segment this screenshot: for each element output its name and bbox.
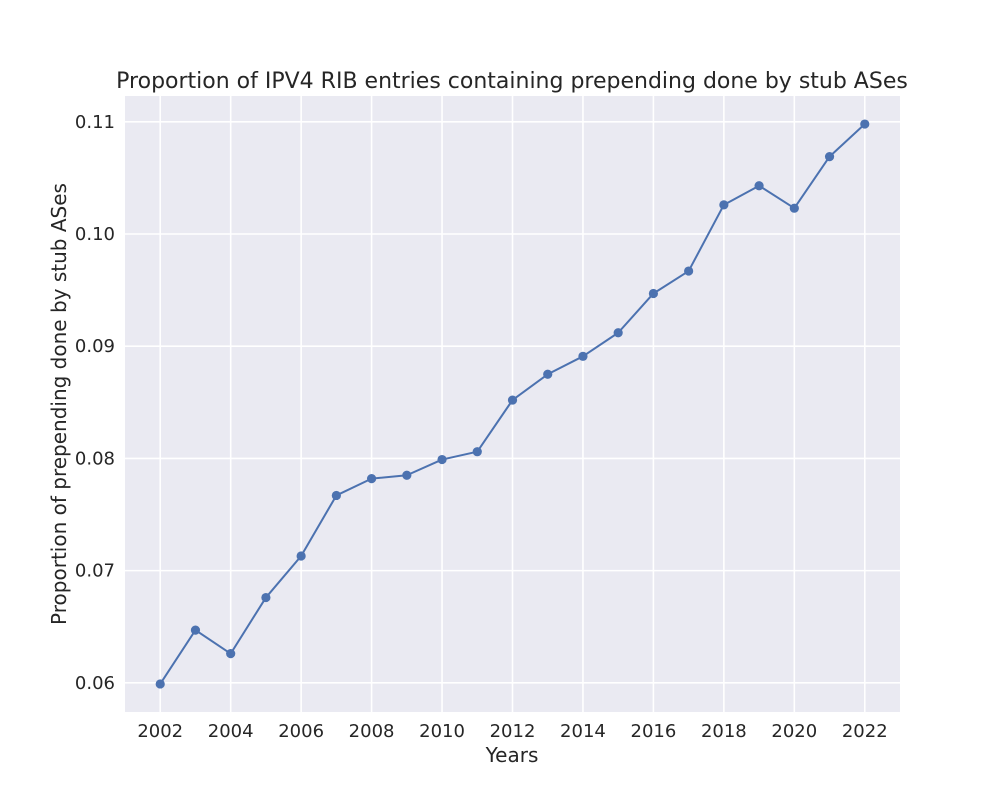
y-tick-label: 0.08 bbox=[75, 448, 115, 469]
data-point bbox=[824, 151, 835, 162]
x-axis-ticks: 2002 2004 2006 2008 2010 2012 2014 2016 2018 2020… bbox=[137, 721, 887, 742]
x-axis-label: Years bbox=[485, 743, 539, 767]
x-tick-label: 2016 bbox=[631, 721, 677, 742]
x-tick-label: 2006 bbox=[278, 721, 324, 742]
data-point bbox=[754, 181, 764, 191]
y-tick-label: 0.09 bbox=[75, 336, 115, 357]
x-tick-label: 2014 bbox=[560, 721, 606, 742]
data-point bbox=[366, 474, 377, 484]
x-tick-label: 2004 bbox=[208, 721, 254, 742]
x-tick-label: 2010 bbox=[419, 721, 465, 742]
data-point bbox=[402, 470, 412, 480]
y-tick-label: 0.06 bbox=[75, 673, 115, 694]
data-point bbox=[719, 200, 729, 210]
y-tick-label: 0.07 bbox=[75, 561, 115, 582]
data-point bbox=[190, 625, 201, 635]
series-layer bbox=[155, 119, 870, 689]
data-point bbox=[472, 447, 482, 457]
x-tick-label: 2002 bbox=[137, 721, 183, 742]
data-point bbox=[296, 551, 306, 561]
y-tick-label: 0.10 bbox=[75, 224, 115, 245]
data-point bbox=[684, 266, 694, 276]
data-point bbox=[860, 119, 870, 129]
chart-title: Proportion of IPV4 RIB entries containin… bbox=[116, 69, 908, 94]
y-axis-label: Proportion of prepending done by stub AS… bbox=[47, 183, 71, 625]
x-tick-label: 2022 bbox=[842, 721, 888, 742]
x-tick-label: 2008 bbox=[349, 721, 395, 742]
data-point bbox=[613, 328, 623, 338]
data-point bbox=[226, 649, 236, 659]
y-axis-ticks: 0.06 0.07 0.08 0.09 0.10 0.11 bbox=[75, 112, 115, 694]
y-tick-label: 0.11 bbox=[75, 112, 115, 133]
data-point bbox=[543, 369, 553, 379]
data-point bbox=[507, 395, 518, 405]
data-point bbox=[331, 490, 341, 501]
data-point bbox=[155, 679, 165, 689]
grid-lines bbox=[125, 96, 900, 712]
data-point bbox=[261, 592, 271, 603]
data-point bbox=[437, 454, 447, 465]
data-point bbox=[648, 288, 659, 299]
x-tick-label: 2018 bbox=[701, 721, 747, 742]
x-tick-label: 2020 bbox=[771, 721, 817, 742]
data-point bbox=[578, 351, 588, 361]
x-tick-label: 2012 bbox=[490, 721, 536, 742]
data-point bbox=[789, 203, 799, 213]
